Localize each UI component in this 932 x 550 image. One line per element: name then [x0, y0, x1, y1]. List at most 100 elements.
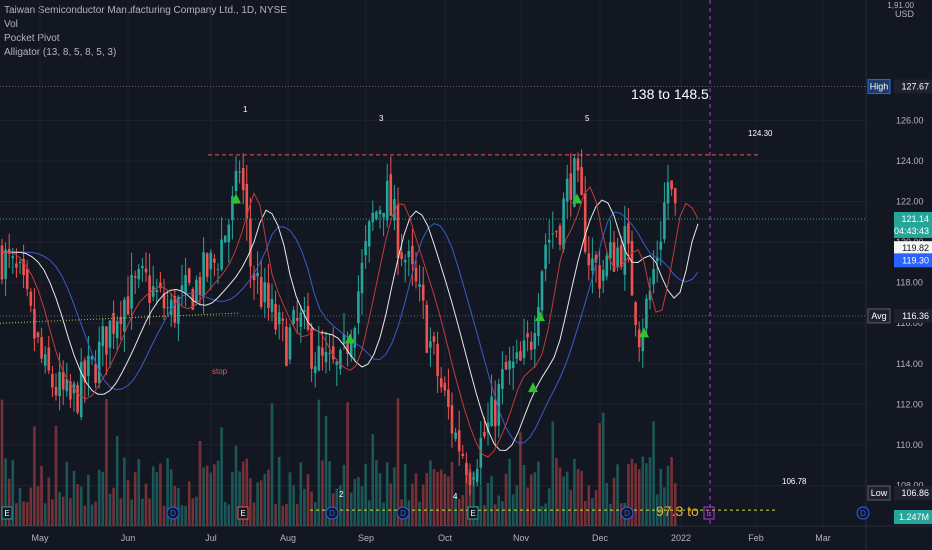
- candle-body: [202, 252, 205, 297]
- candle-body: [454, 432, 457, 440]
- candle-body: [418, 283, 421, 287]
- candle-body: [58, 371, 61, 397]
- candle-body: [159, 282, 162, 289]
- volume-bar: [450, 461, 454, 526]
- support-value: 106.78: [782, 477, 807, 486]
- candle-body: [364, 241, 367, 256]
- candle-body: [403, 259, 407, 263]
- candle-body: [461, 453, 465, 456]
- candle-body: [612, 242, 616, 272]
- candle-body: [501, 369, 504, 390]
- pocket-pivot-indicator[interactable]: Pocket Pivot: [4, 33, 60, 44]
- volume-bar: [169, 469, 173, 526]
- volume-bar: [432, 469, 436, 526]
- earnings-marker[interactable]: [703, 506, 715, 520]
- candle-body: [195, 279, 198, 303]
- earnings-marker[interactable]: [1, 506, 13, 520]
- candle-body: [25, 268, 29, 289]
- dividend-marker[interactable]: [620, 506, 634, 520]
- volume-bar: [184, 505, 187, 526]
- volume-bar: [33, 426, 36, 526]
- dividend-marker[interactable]: [396, 506, 410, 520]
- candle-body: [303, 309, 306, 312]
- volume-bar: [4, 458, 7, 526]
- high-label-box: [867, 79, 891, 95]
- volume-bar: [148, 498, 151, 526]
- volume-bar: [288, 472, 292, 526]
- last-price-tag-box: [894, 211, 932, 226]
- dividend-marker[interactable]: [856, 506, 870, 520]
- volume-bar: [655, 494, 659, 526]
- x-tick-label: May: [31, 533, 49, 543]
- volume-bar: [105, 398, 108, 526]
- volume-bar: [580, 470, 583, 526]
- candle-body: [663, 202, 666, 240]
- volume-bar: [231, 472, 234, 526]
- candle-body: [245, 183, 249, 219]
- candle-body: [285, 326, 288, 366]
- volume-bar: [15, 503, 18, 526]
- candle-body: [90, 355, 94, 360]
- earnings-marker[interactable]: [237, 506, 249, 520]
- volume-bar: [36, 486, 40, 526]
- alligator-lips-line: [2, 186, 699, 458]
- candle-body: [342, 334, 346, 344]
- volume-bar: [137, 459, 141, 526]
- volume-bar: [220, 427, 223, 526]
- candle-body: [385, 180, 389, 221]
- volume-bar: [166, 457, 169, 526]
- volume-bar: [155, 472, 159, 526]
- volume-bar: [112, 487, 115, 526]
- pocket-pivot-triangle: [231, 193, 241, 204]
- volume-bar: [364, 463, 367, 526]
- event-marker-label: E: [4, 509, 9, 518]
- countdown-tag-text: 04:43:43: [894, 226, 929, 236]
- candle-body: [83, 360, 87, 383]
- volume-bar: [256, 482, 259, 526]
- pivot-1: 1: [243, 105, 248, 114]
- volume-bar: [612, 477, 616, 526]
- pocket-pivot-triangle: [535, 311, 545, 322]
- dividend-marker[interactable]: [325, 506, 339, 520]
- candle-body: [439, 378, 443, 388]
- candle-body: [259, 277, 263, 307]
- volume-bar: [666, 465, 670, 526]
- volume-bar: [79, 486, 83, 526]
- volume-bar: [396, 398, 400, 526]
- volume-bar: [94, 501, 97, 526]
- volume-bar: [270, 403, 274, 526]
- volume-bar: [382, 502, 385, 526]
- candle-body: [378, 210, 382, 215]
- candle-body: [87, 355, 90, 377]
- candle-body: [324, 351, 328, 363]
- candle-body: [61, 371, 65, 390]
- candle-body: [133, 276, 137, 278]
- candle-body: [429, 341, 432, 348]
- symbol-title[interactable]: Taiwan Semiconductor Manufacturing Compa…: [4, 5, 287, 16]
- event-marker-label: E: [240, 509, 245, 518]
- stop-line: [0, 312, 241, 324]
- vol-indicator[interactable]: Vol: [4, 19, 18, 30]
- candle-body: [321, 347, 324, 356]
- volume-bar: [313, 501, 317, 526]
- volume-bar: [511, 494, 515, 526]
- volume-bar: [90, 504, 94, 526]
- volume-bar: [97, 469, 101, 526]
- candle-body: [317, 346, 321, 371]
- earnings-marker[interactable]: [467, 506, 479, 520]
- volume-bar: [180, 505, 184, 526]
- volume-bar: [652, 421, 655, 526]
- volume-bar: [360, 486, 364, 526]
- candle-body: [270, 298, 274, 312]
- alligator-indicator[interactable]: Alligator (13, 8, 5, 8, 5, 3): [4, 47, 117, 58]
- candle-body: [411, 245, 414, 265]
- volume-bar: [7, 478, 11, 526]
- candle-body: [450, 405, 454, 434]
- candle-body: [353, 328, 357, 348]
- dividend-marker[interactable]: [166, 506, 180, 520]
- candle-body: [213, 258, 216, 263]
- volume-bar: [162, 505, 166, 526]
- candle-body: [551, 233, 555, 235]
- candle-body: [655, 257, 659, 262]
